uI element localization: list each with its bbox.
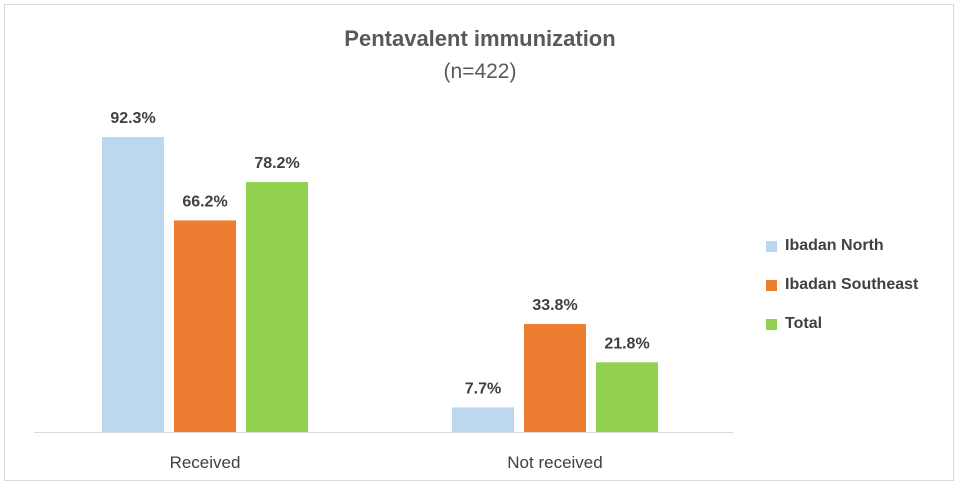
data-label-received-ibadan-southeast: 66.2% <box>182 193 227 210</box>
data-label-not-received-total: 21.8% <box>604 335 649 352</box>
bar-received-total <box>246 182 308 432</box>
chart-title: Pentavalent immunization <box>344 26 616 51</box>
legend-item-total: Total <box>766 314 918 334</box>
legend-item-ibadan-southeast: Ibadan Southeast <box>766 275 918 295</box>
bar-not-received-ibadan-southeast <box>524 323 586 432</box>
chart-subtitle: (n=422) <box>443 60 517 83</box>
legend-swatch-ibadan-southeast <box>766 279 777 291</box>
bar-received-ibadan-southeast <box>174 220 236 432</box>
chart-legend: Ibadan North Ibadan Southeast Total <box>766 236 918 353</box>
data-label-received-ibadan-north: 92.3% <box>110 110 155 127</box>
data-label-not-received-ibadan-north: 7.7% <box>465 380 501 397</box>
bar-not-received-ibadan-north <box>452 407 514 432</box>
legend-label-ibadan-north: Ibadan North <box>785 237 884 254</box>
data-label-received-total: 78.2% <box>254 155 299 172</box>
legend-label-total: Total <box>785 315 823 332</box>
data-label-not-received-ibadan-southeast: 33.8% <box>532 297 577 314</box>
legend-item-ibadan-north: Ibadan North <box>766 236 918 256</box>
x-tick-label-received: Received <box>170 453 241 472</box>
legend-swatch-ibadan-north <box>766 240 777 252</box>
legend-label-ibadan-southeast: Ibadan Southeast <box>785 276 919 293</box>
bar-not-received-total <box>596 362 658 432</box>
bar-received-ibadan-north <box>102 137 164 432</box>
x-tick-label-not-received: Not received <box>507 453 602 472</box>
legend-swatch-total <box>766 318 777 330</box>
